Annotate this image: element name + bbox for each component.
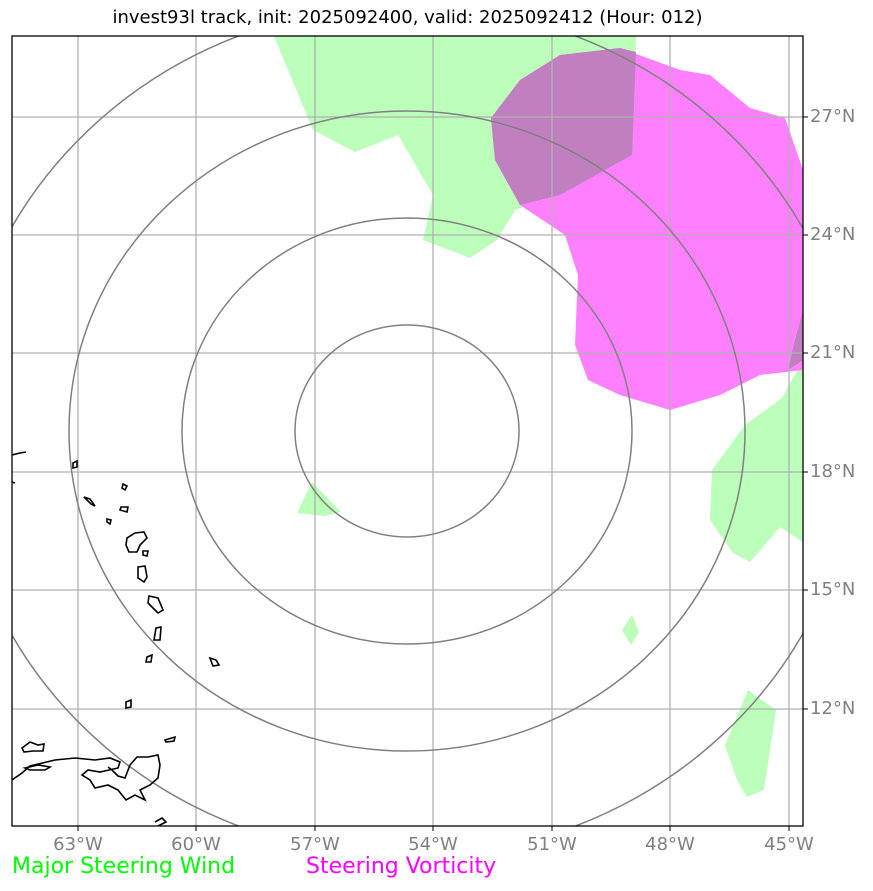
graticule bbox=[12, 36, 803, 826]
lat-label-27n: 27°N bbox=[810, 106, 856, 127]
lon-label-48w: 48°W bbox=[645, 834, 695, 855]
lon-label-60w: 60°W bbox=[171, 834, 221, 855]
overlap-area-east bbox=[788, 310, 803, 370]
map-title: invest93l track, init: 2025092400, valid… bbox=[112, 7, 703, 28]
lon-label-45w: 45°W bbox=[764, 834, 814, 855]
lat-label-15n: 15°N bbox=[810, 579, 856, 600]
lat-label-24n: 24°N bbox=[810, 224, 856, 245]
lon-label-57w: 57°W bbox=[290, 834, 340, 855]
steering-wind-small bbox=[622, 615, 639, 645]
range-rings bbox=[12, 36, 803, 826]
legend-steering-wind: Major Steering Wind bbox=[12, 854, 236, 879]
lat-label-21n: 21°N bbox=[810, 342, 856, 363]
map-frame bbox=[11, 35, 804, 827]
steering-wind-southeast bbox=[725, 690, 776, 797]
lat-label-12n: 12°N bbox=[810, 698, 856, 719]
range-ring-3 bbox=[68, 110, 746, 752]
legend-steering-vorticity: Steering Vorticity bbox=[306, 854, 497, 879]
range-ring-2 bbox=[181, 217, 633, 645]
lon-label-51w: 51°W bbox=[527, 834, 577, 855]
lon-label-63w: 63°W bbox=[53, 834, 103, 855]
lon-label-54w: 54°W bbox=[408, 834, 458, 855]
coastlines bbox=[12, 451, 221, 826]
tick-marks bbox=[77, 116, 808, 831]
range-ring-1 bbox=[294, 324, 520, 538]
overlap-area bbox=[491, 48, 636, 205]
lat-label-18n: 18°N bbox=[810, 461, 856, 482]
steering-wind-east bbox=[710, 360, 803, 562]
